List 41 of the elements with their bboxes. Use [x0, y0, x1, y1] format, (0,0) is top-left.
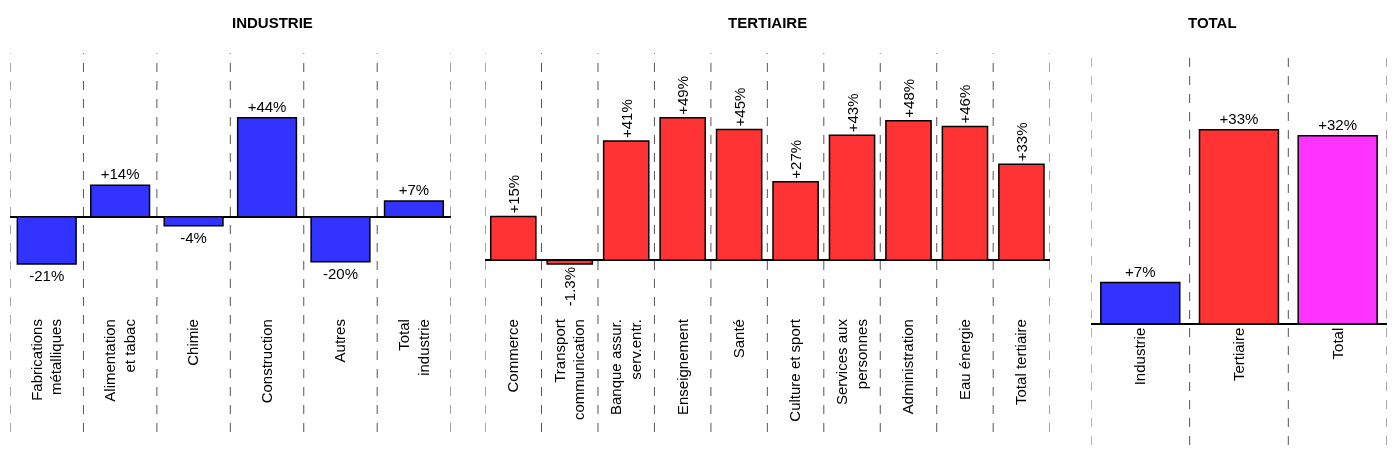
x-tick-label: Administration — [899, 319, 917, 415]
x-tick-label: Chimie — [184, 319, 202, 366]
data-label: +46% — [956, 84, 974, 124]
x-tick-label: Alimentation et tabac — [101, 318, 138, 402]
x-tick-label: Construction — [257, 319, 275, 404]
data-label: +33% — [1012, 122, 1030, 162]
data-label: -4% — [180, 228, 207, 246]
data-label: -1.3% — [561, 266, 579, 307]
x-tick-label: Eau énergie — [955, 319, 973, 401]
x-tick-label: Services aux personnes — [833, 318, 870, 405]
x-tick-label: Fabrications métalliques — [27, 319, 65, 401]
x-tick-label: Commerce — [504, 319, 522, 393]
data-label: +43% — [843, 93, 861, 133]
data-label: +41% — [617, 99, 635, 139]
x-tick-label: Total — [1328, 327, 1346, 360]
x-tick-label: Santé — [730, 319, 747, 359]
chart-title: TERTIAIRE — [728, 14, 808, 31]
x-tick-label: Enseignement — [673, 318, 691, 416]
x-tick-label: Transport communication — [550, 318, 588, 420]
x-tick-label: Total tertiaire — [1012, 319, 1030, 405]
x-tick-label: Banque assur. serv.entr. — [607, 319, 644, 416]
x-tick-label: Culture et sport — [786, 318, 804, 422]
chart-title: TOTAL — [1188, 14, 1237, 31]
x-tick-label: Total industrie — [395, 319, 432, 376]
data-label: -20% — [322, 264, 358, 282]
data-label: +49% — [674, 76, 692, 115]
x-tick-label: Autres — [331, 319, 349, 363]
data-label: +32% — [1318, 115, 1358, 133]
x-tick-label: Tertiaire — [1229, 327, 1247, 382]
chart-title: INDUSTRIE — [232, 14, 313, 31]
data-label: -21% — [29, 266, 65, 284]
data-label: +15% — [504, 174, 522, 214]
data-label: +7% — [1125, 262, 1156, 280]
data-label: +14% — [100, 165, 140, 183]
x-tick-label: Industrie — [1131, 327, 1149, 386]
data-label: +27% — [787, 139, 805, 179]
data-label: +33% — [1219, 109, 1259, 127]
data-label: +7% — [398, 181, 430, 198]
data-label: +45% — [730, 87, 748, 127]
data-label: +44% — [247, 97, 287, 115]
data-label: +48% — [899, 78, 917, 118]
